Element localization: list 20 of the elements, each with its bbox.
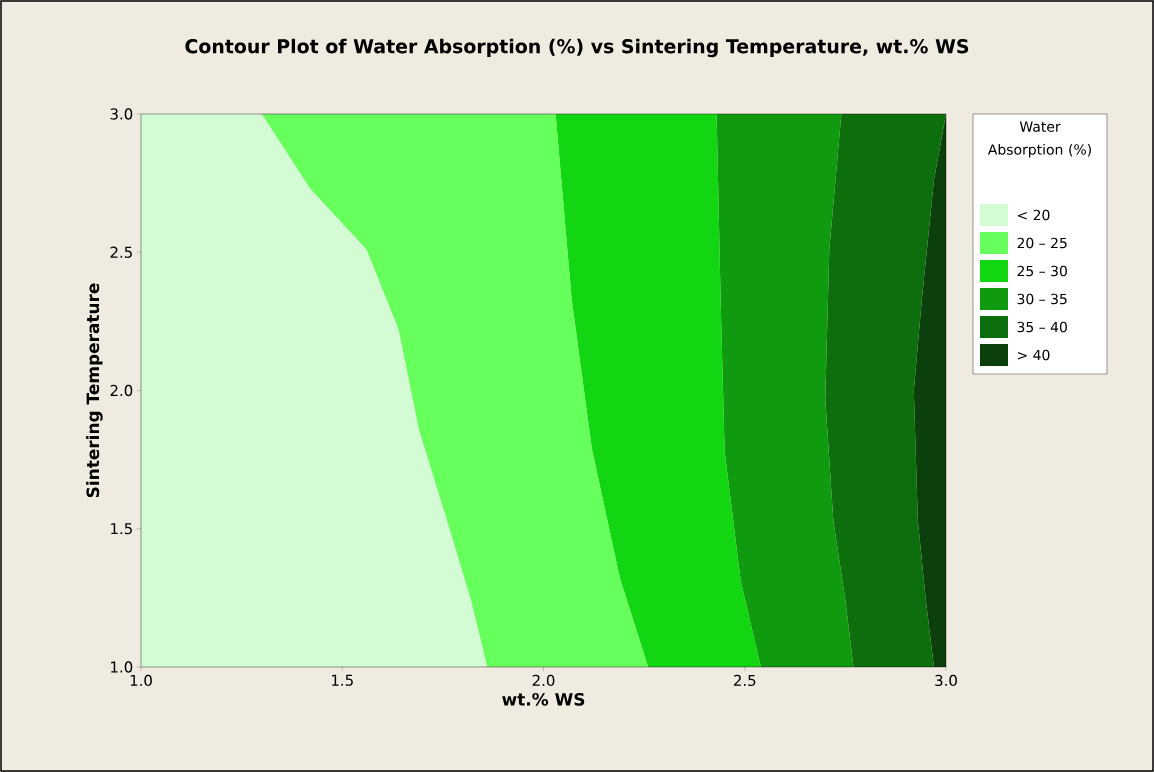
legend-label: 20 – 25 xyxy=(1017,237,1067,249)
legend-label: > 40 xyxy=(1018,349,1050,361)
y-axis-title: Sintering Temperature xyxy=(86,283,103,498)
y-tick-label: 1.5 xyxy=(111,523,132,535)
y-tick-label: 3.0 xyxy=(110,108,133,120)
x-tick-label: 1.0 xyxy=(130,674,152,687)
x-tick-label: 2.5 xyxy=(733,674,756,687)
legend-label: 25 – 30 xyxy=(1017,265,1067,277)
legend-label: 35 – 40 xyxy=(1017,321,1067,333)
y-tick-label: 2.0 xyxy=(110,384,133,397)
x-tick-label: 1.5 xyxy=(332,674,353,686)
y-tick-label: 2.5 xyxy=(110,246,132,258)
x-tick-label: 2.0 xyxy=(532,674,555,687)
legend-title: Water Absorption (%) xyxy=(987,121,1091,158)
chart-title: Contour Plot of Water Absorption (%) vs Sintering Temperature, wt.% WS xyxy=(185,38,969,58)
legend-label: < 20 xyxy=(1018,209,1050,221)
y-tick-label: 1.0 xyxy=(111,661,133,673)
x-tick-label: 3.0 xyxy=(935,674,957,687)
legend-label: 30 – 35 xyxy=(1017,293,1067,305)
x-axis-title: wt.% WS xyxy=(502,692,585,706)
